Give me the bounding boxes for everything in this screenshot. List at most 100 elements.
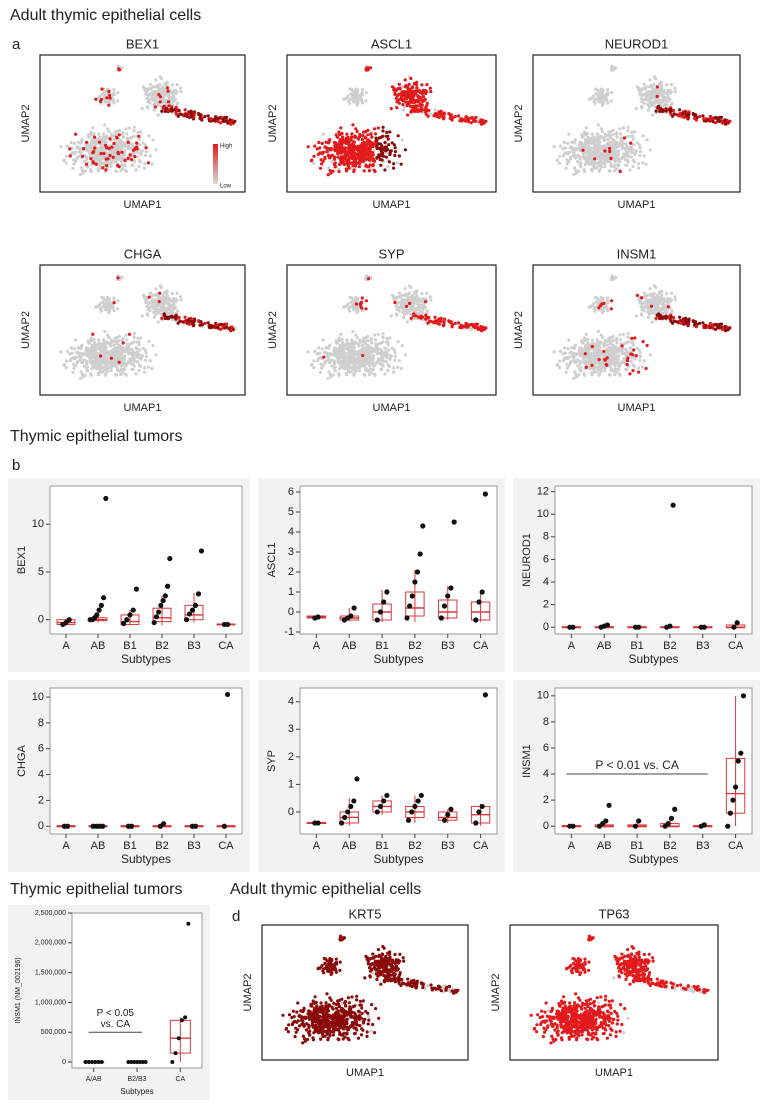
cell-point	[125, 361, 129, 365]
cell-point	[637, 366, 641, 370]
cell-point	[150, 162, 154, 166]
cell-point	[175, 83, 179, 87]
cell-point	[619, 138, 623, 142]
cell-point	[112, 141, 116, 145]
cell-point	[144, 358, 148, 362]
cell-point	[211, 118, 215, 122]
cell-point	[571, 351, 575, 355]
cell-point	[366, 133, 370, 137]
umap-xlabel: UMAP1	[373, 402, 411, 414]
cell-point	[121, 135, 125, 139]
cell-point	[94, 162, 98, 166]
cell-point	[147, 134, 151, 138]
cell-point	[108, 342, 112, 347]
cell-point	[631, 164, 635, 169]
cell-point	[616, 368, 620, 372]
cell-point	[358, 302, 362, 306]
cell-point	[582, 372, 586, 376]
cell-point	[348, 353, 352, 357]
cell-point	[177, 108, 181, 112]
cell-point	[103, 298, 107, 302]
cell-point	[107, 99, 111, 103]
cell-point	[91, 349, 95, 353]
cell-point	[393, 351, 397, 355]
cell-point	[640, 94, 644, 98]
cell-point	[552, 350, 556, 354]
cell-point	[450, 325, 454, 329]
cell-point	[116, 64, 120, 68]
cell-point	[146, 365, 151, 369]
cell-point	[69, 346, 73, 350]
cell-point	[354, 96, 358, 100]
cell-point	[420, 292, 424, 296]
cell-point	[124, 333, 128, 337]
umap-title: ASCL1	[371, 36, 412, 51]
cell-point	[329, 147, 333, 151]
cell-point	[602, 342, 606, 347]
cell-point	[121, 358, 125, 363]
cell-point	[441, 324, 446, 328]
cell-point	[428, 295, 432, 299]
cell-point	[332, 157, 337, 161]
cell-point	[386, 137, 390, 141]
cell-point	[335, 135, 340, 139]
cell-point	[178, 86, 183, 90]
cell-point	[622, 360, 626, 364]
cell-point	[659, 106, 663, 111]
cell-point	[648, 353, 652, 357]
cell-point	[631, 340, 635, 344]
cell-point	[641, 134, 645, 138]
cell-point	[76, 346, 81, 350]
cell-point	[582, 157, 587, 161]
cell-point	[320, 162, 324, 166]
cell-point	[104, 140, 108, 144]
cell-point	[572, 173, 576, 177]
cell-point	[400, 85, 404, 89]
cell-point	[162, 87, 166, 91]
cell-point	[114, 133, 118, 137]
cell-point	[109, 132, 114, 136]
cell-point	[472, 118, 476, 122]
cell-point	[419, 109, 423, 113]
cell-point	[360, 101, 365, 105]
cell-point	[89, 372, 93, 376]
cell-point	[583, 345, 587, 349]
cell-point	[382, 359, 386, 363]
cell-point	[371, 164, 375, 168]
cell-point	[170, 292, 174, 296]
cell-point	[401, 108, 406, 112]
cell-point	[364, 307, 368, 311]
cell-point	[408, 104, 412, 108]
cell-point	[626, 335, 630, 339]
cell-point	[388, 357, 392, 361]
cell-point	[411, 295, 415, 299]
cell-point	[211, 325, 215, 329]
cell-point	[128, 360, 133, 364]
cell-point	[373, 373, 377, 377]
cell-point	[95, 146, 99, 150]
cell-point	[564, 370, 568, 374]
cell-point	[594, 345, 599, 349]
cell-point	[95, 305, 99, 309]
cell-point	[148, 101, 152, 105]
cell-point	[335, 145, 340, 150]
cell-point	[408, 101, 412, 105]
cell-point	[619, 338, 623, 342]
cell-point	[318, 166, 323, 170]
cell-point	[324, 346, 328, 350]
cell-point	[450, 118, 454, 122]
cell-point	[655, 94, 659, 98]
cell-point	[392, 166, 396, 170]
umap-title: SYP	[378, 246, 404, 261]
cell-point	[365, 274, 369, 278]
cell-point	[355, 152, 360, 156]
cell-point	[88, 135, 92, 139]
cell-point	[364, 299, 368, 303]
cell-point	[85, 165, 89, 169]
cell-point	[374, 361, 378, 365]
cell-point	[572, 376, 576, 380]
cell-point	[156, 103, 160, 108]
cell-point	[590, 159, 594, 163]
cell-point	[116, 276, 120, 280]
cell-point	[595, 338, 599, 342]
